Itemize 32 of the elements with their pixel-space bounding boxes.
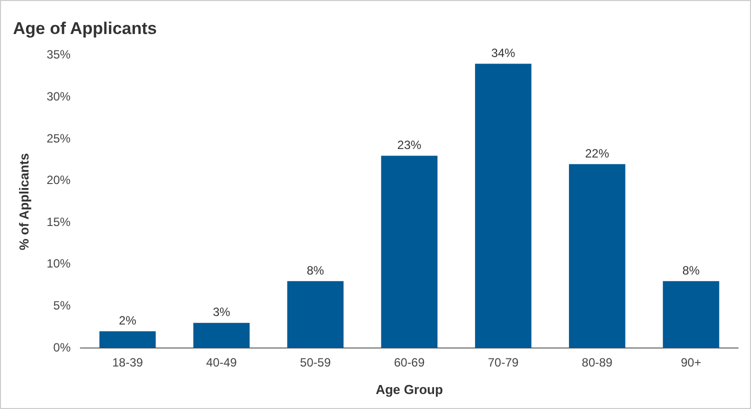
- x-tick-label: 40-49: [206, 356, 238, 370]
- x-tick-label: 80-89: [582, 356, 613, 370]
- bar: [568, 164, 626, 348]
- y-tick-label: 30%: [46, 90, 71, 104]
- data-label: 8%: [682, 263, 700, 278]
- x-axis-title: Age Group: [376, 382, 443, 397]
- x-tick-label: 70-79: [488, 356, 519, 370]
- y-tick-label: 20%: [46, 173, 71, 188]
- data-label: 34%: [491, 46, 516, 60]
- x-tick-label: 90+: [680, 356, 702, 370]
- bar: [662, 281, 720, 348]
- bar: [99, 331, 156, 348]
- y-tick-label: 0%: [53, 340, 71, 354]
- bar: [193, 322, 250, 348]
- data-label: 22%: [585, 146, 610, 160]
- chart-title: Age of Applicants: [13, 18, 157, 38]
- y-tick-label: 25%: [46, 131, 71, 146]
- data-label: 3%: [212, 305, 230, 320]
- y-tick-label: 5%: [53, 298, 71, 313]
- y-tick-label: 15%: [46, 214, 71, 229]
- x-tick-label: 50-59: [300, 356, 332, 370]
- y-tick-label: 35%: [46, 48, 71, 62]
- data-label: 8%: [306, 263, 324, 278]
- bar: [287, 281, 344, 348]
- x-tick-label: 60-69: [394, 356, 425, 370]
- data-label: 23%: [397, 138, 422, 152]
- bar: [381, 156, 438, 348]
- x-tick-label: 18-39: [112, 356, 144, 370]
- bar: [475, 64, 532, 348]
- y-axis-title: % of Applicants: [16, 153, 32, 250]
- y-tick-label: 10%: [46, 256, 71, 271]
- data-label: 2%: [118, 314, 137, 328]
